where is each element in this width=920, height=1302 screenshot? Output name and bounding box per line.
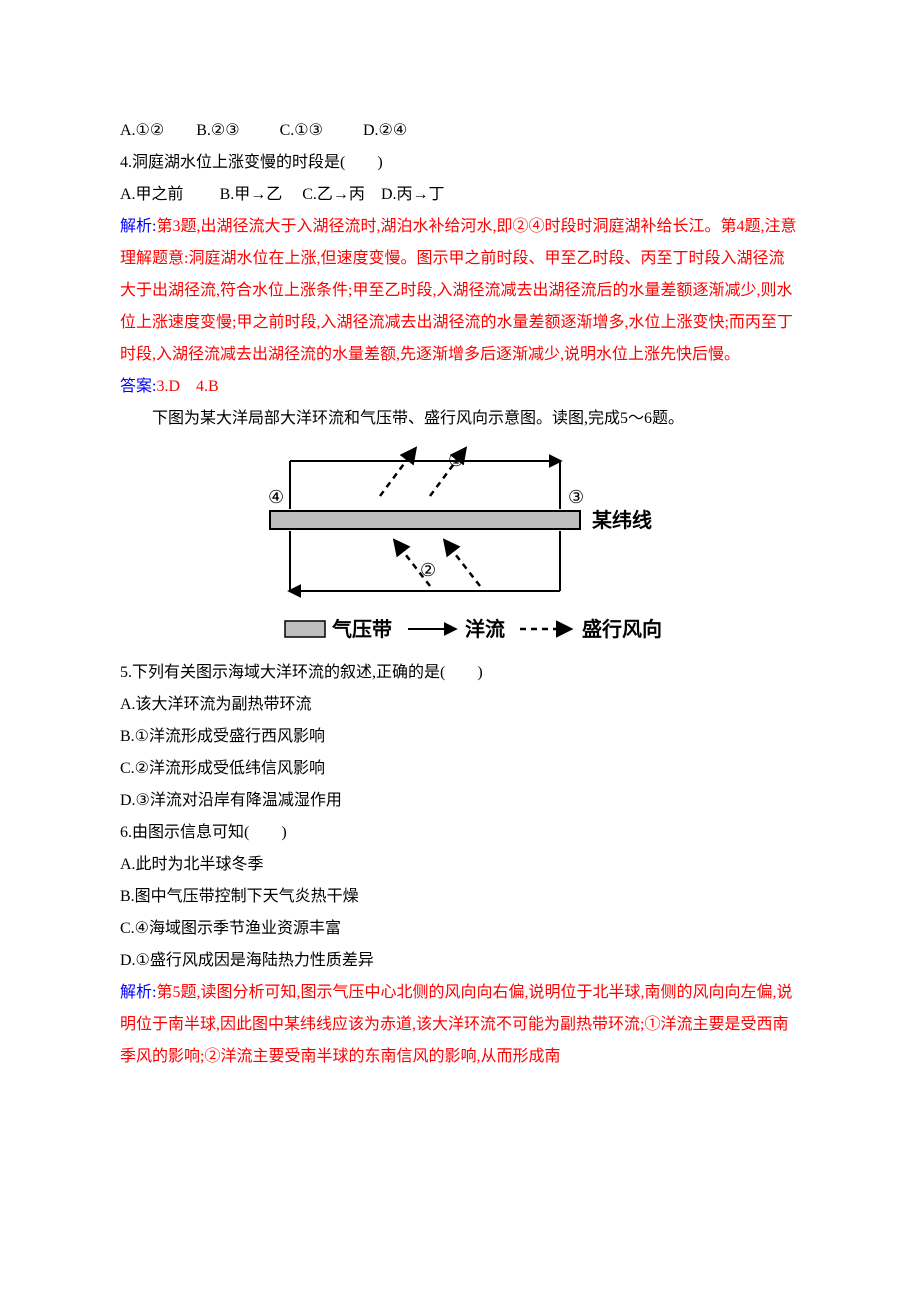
- q6-opt-a: A.此时为北半球冬季: [120, 849, 800, 881]
- ocean-current-diagram: ① ② ③ ④ 某纬线 气压带 洋流 盛行风向: [230, 441, 690, 651]
- explanation-2-body: 第5题,读图分析可知,图示气压中心北侧的风向向右偏,说明位于北半球,南侧的风向向…: [120, 984, 792, 1065]
- q6-opt-b: B.图中气压带控制下天气炎热干燥: [120, 881, 800, 913]
- q3-opt-a: A.①②: [120, 122, 164, 139]
- legend-wind-label: 盛行风向: [582, 617, 662, 641]
- q4-opt-d: D.丙→丁: [381, 186, 445, 203]
- label-4: ④: [268, 487, 284, 507]
- explanation-1-label: 解析:: [120, 218, 156, 235]
- q4-opt-a: A.甲之前: [120, 186, 184, 203]
- explanation-1-body: 第3题,出湖径流大于入湖径流时,湖泊水补给河水,即②④时段时洞庭湖补给长江。第4…: [120, 218, 796, 363]
- q4-opt-c: C.乙→丙: [302, 186, 365, 203]
- wind-1a: [380, 449, 415, 496]
- q4-options: A.甲之前 B.甲→乙 C.乙→丙 D.丙→丁: [120, 179, 800, 211]
- answer-1-label: 答案:: [120, 378, 156, 395]
- label-1: ①: [448, 450, 464, 470]
- q5-stem: 5.下列有关图示海域大洋环流的叙述,正确的是( ): [120, 657, 800, 689]
- q4-opt-b: B.甲→乙: [220, 186, 283, 203]
- legend-current-label: 洋流: [465, 617, 505, 641]
- q6-opt-c: C.④海域图示季节渔业资源丰富: [120, 913, 800, 945]
- q3-opt-b: B.②③: [196, 122, 239, 139]
- label-3: ③: [568, 487, 584, 507]
- q3-opt-d: D.②④: [363, 122, 407, 139]
- pressure-band: [270, 511, 580, 529]
- explanation-2: 解析:第5题,读图分析可知,图示气压中心北侧的风向向右偏,说明位于北半球,南侧的…: [120, 977, 800, 1073]
- legend-band-label: 气压带: [331, 617, 392, 641]
- figure-intro: 下图为某大洋局部大洋环流和气压带、盛行风向示意图。读图,完成5～6题。: [120, 403, 800, 435]
- q5-opt-a: A.该大洋环流为副热带环流: [120, 689, 800, 721]
- wind-2b: [445, 541, 480, 586]
- q6-stem: 6.由图示信息可知( ): [120, 817, 800, 849]
- q5-opt-c: C.②洋流形成受低纬信风影响: [120, 753, 800, 785]
- explanation-1: 解析:第3题,出湖径流大于入湖径流时,湖泊水补给河水,即②④时段时洞庭湖补给长江…: [120, 211, 800, 371]
- q5-opt-b: B.①洋流形成受盛行西风影响: [120, 721, 800, 753]
- lat-line-label: 某纬线: [592, 508, 652, 532]
- explanation-2-label: 解析:: [120, 984, 156, 1001]
- q6-opt-d: D.①盛行风成因是海陆热力性质差异: [120, 945, 800, 977]
- answer-1-body: 3.D 4.B: [156, 378, 218, 395]
- q3-options: A.①② B.②③ C.①③ D.②④: [120, 115, 800, 147]
- answer-1: 答案:3.D 4.B: [120, 371, 800, 403]
- q3-opt-c: C.①③: [280, 122, 323, 139]
- label-2: ②: [420, 560, 436, 580]
- q4-stem: 4.洞庭湖水位上涨变慢的时段是( ): [120, 147, 800, 179]
- q5-opt-d: D.③洋流对沿岸有降温减湿作用: [120, 785, 800, 817]
- legend-band-icon: [285, 621, 325, 637]
